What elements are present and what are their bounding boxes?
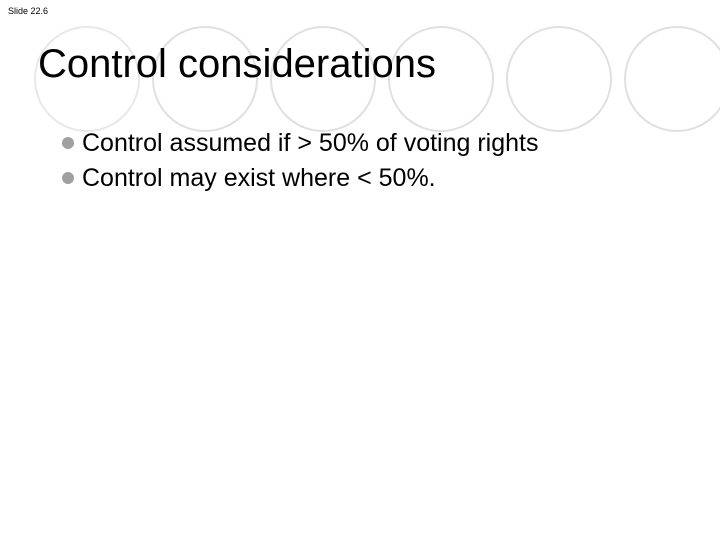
- slide-number: Slide 22.6: [8, 6, 48, 16]
- bullet-list: Control assumed if > 50% of voting right…: [62, 128, 680, 199]
- decorative-circle: [624, 26, 720, 132]
- bullet-icon: [62, 137, 74, 149]
- page-title: Control considerations: [38, 42, 436, 87]
- list-item: Control assumed if > 50% of voting right…: [62, 128, 680, 159]
- bullet-text: Control assumed if > 50% of voting right…: [82, 128, 538, 159]
- bullet-icon: [62, 172, 74, 184]
- bullet-text: Control may exist where < 50%.: [82, 163, 436, 194]
- list-item: Control may exist where < 50%.: [62, 163, 680, 194]
- decorative-circle: [506, 26, 612, 132]
